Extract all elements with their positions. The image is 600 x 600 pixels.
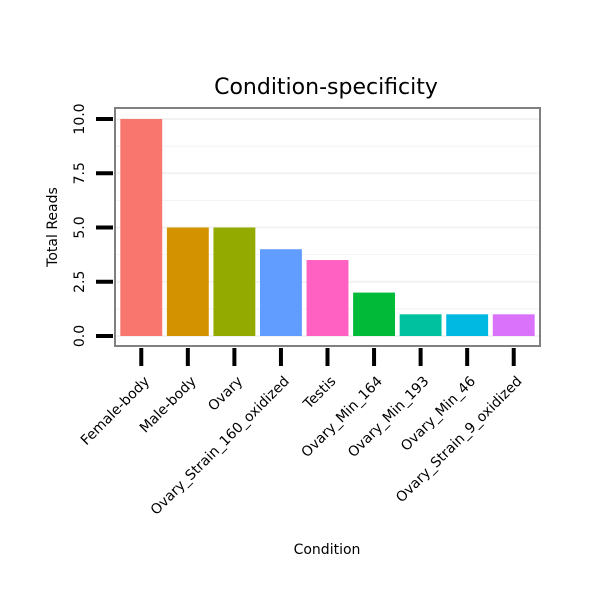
chart-title: Condition-specificity [214, 75, 438, 100]
x-tick-label: Testis [300, 374, 339, 413]
bar-testis [306, 260, 349, 336]
y-axis-label: Total Reads [45, 187, 61, 268]
x-tick-label: Ovary [205, 374, 246, 415]
y-tick-label: 10.0 [72, 103, 88, 134]
x-tick-label: Ovary_Min_164 [299, 373, 386, 460]
bar-ovary-min-164 [353, 292, 396, 336]
y-tick-label: 2.5 [72, 271, 88, 293]
bar-ovary-min-46 [446, 314, 489, 336]
y-tick-label: 7.5 [72, 162, 88, 184]
bar-female-body [120, 119, 163, 336]
bar-male-body [166, 227, 209, 336]
y-axis-ticks: 0.0 2.5 5.0 7.5 10.0 [72, 103, 113, 347]
plot-panel-border [114, 107, 541, 347]
bar-ovary-strain-9-oxidized [492, 314, 535, 336]
bars [120, 119, 535, 336]
bar-ovary [213, 227, 256, 336]
y-tick-label: 0.0 [72, 325, 88, 347]
y-tick-label: 5.0 [72, 216, 88, 238]
x-axis-label: Condition [294, 542, 361, 558]
bar-ovary-strain-160-oxidized [259, 249, 302, 336]
bar-ovary-min-193 [399, 314, 442, 336]
x-tick-label: Ovary_Min_193 [345, 374, 432, 461]
x-tick-label: Female-body [78, 374, 153, 449]
